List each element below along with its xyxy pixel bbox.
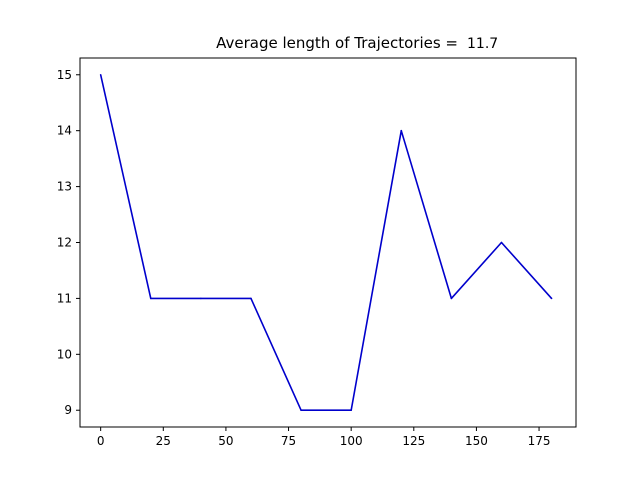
y-axis: 9 10 11 12 13 14 15 [57,68,80,417]
data-point [200,297,202,300]
y-tick-label: 9 [64,403,72,417]
x-axis: 0 25 50 75 100 125 150 175 [97,427,551,448]
series-layer [99,73,553,412]
y-tick-label: 10 [57,347,72,361]
plot-frame [79,57,577,428]
x-tick-label: 175 [528,434,551,448]
y-tick-label: 15 [57,68,72,82]
data-point [300,409,302,412]
chart-title-value: 11.7 [467,36,498,52]
x-tick-label: 100 [340,434,363,448]
x-tick-label: 0 [97,434,105,448]
data-point [350,409,352,412]
y-tick-label: 11 [57,291,72,305]
data-point [250,297,252,300]
data-point [500,241,503,244]
data-point [99,73,102,76]
data-point [450,297,453,300]
chart-title: Average length of Trajectories = [216,34,458,52]
y-tick-label: 13 [57,180,72,194]
x-tick-label: 75 [281,434,296,448]
y-tick-label: 12 [57,236,72,250]
x-tick-label: 50 [218,434,233,448]
x-tick-label: 25 [156,434,171,448]
series-line [99,74,553,412]
x-tick-label: 125 [402,434,425,448]
data-point [550,297,553,300]
data-point [149,297,152,300]
y-tick-label: 14 [57,124,72,138]
x-tick-label: 150 [465,434,488,448]
data-point [400,129,403,132]
